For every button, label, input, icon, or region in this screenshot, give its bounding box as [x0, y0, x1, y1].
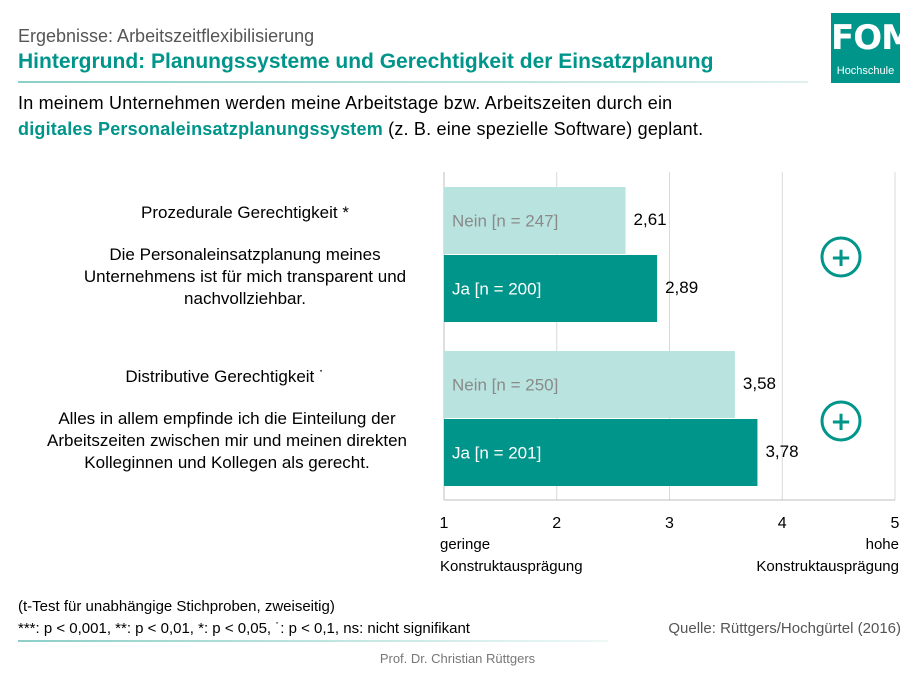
x-tick-label: 4	[778, 515, 787, 532]
x-high-label: Konstruktausprägung	[756, 558, 899, 575]
title-divider	[18, 81, 808, 83]
group-2-desc-line: Arbeitszeiten zwischen mir und meinen di…	[46, 431, 407, 450]
logo-subtext: Hochschule	[836, 65, 895, 77]
author-footer: Prof. Dr. Christian Rüttgers	[379, 651, 536, 666]
group-2-desc-line: Alles in allem empfinde ich die Einteilu…	[58, 409, 396, 428]
x-tick-label: 2	[552, 515, 561, 532]
plus-circle-icon	[820, 400, 862, 442]
bar	[444, 351, 735, 418]
significance-legend: ***: p < 0,001, **: p < 0,01, *: p < 0,0…	[18, 620, 470, 637]
x-tick-label: 1	[440, 515, 449, 532]
question-line-2: digitales Personaleinsatzplanungssystem …	[18, 119, 703, 140]
question-rest: (z. B. eine spezielle Software) geplant.	[382, 119, 704, 139]
bar	[444, 419, 758, 486]
group-1-description: Die Personaleinsatzplanung meines Untern…	[45, 244, 445, 310]
group-1-desc-line: Unternehmens ist für mich transparent un…	[83, 267, 407, 286]
group-2-desc-line: Kolleginnen und Kollegen als gerecht.	[84, 453, 370, 472]
question-highlight: digitales Personaleinsatzplanungssystem	[18, 119, 383, 139]
bar-label: Ja [n = 201]	[452, 444, 541, 463]
x-tick-label: 3	[665, 515, 674, 532]
data-label: 2,89	[665, 278, 698, 297]
x-high-label: hohe	[866, 536, 899, 553]
group-1-title: Prozedurale Gerechtigkeit *	[141, 203, 349, 222]
bar	[444, 187, 626, 254]
bar-label: Nein [n = 250]	[452, 376, 558, 395]
bar	[444, 255, 658, 322]
footer-divider	[18, 640, 608, 642]
question-line-1: In meinem Unternehmen werden meine Arbei…	[18, 93, 673, 113]
data-label: 2,61	[634, 210, 667, 229]
group-1-significance: *	[342, 203, 349, 222]
group-1-desc-line: nachvollziehbar.	[184, 289, 306, 308]
plus-marker: +	[830, 407, 852, 437]
x-low-label: Konstruktausprägung	[440, 558, 583, 575]
data-label: 3,78	[765, 442, 798, 461]
x-tick-label: 5	[891, 515, 900, 532]
header-subtitle: Ergebnisse: Arbeitszeitflexibilisierung	[18, 26, 315, 46]
page-title: Hintergrund: Planungssysteme und Gerecht…	[18, 50, 714, 73]
test-note: (t-Test für unabhängige Stichproben, zwe…	[18, 598, 335, 615]
data-label: 3,58	[743, 374, 776, 393]
group-2-significance: ˙	[319, 367, 325, 386]
source-note: Quelle: Rüttgers/Hochgürtel (2016)	[668, 620, 901, 637]
bar-label: Nein [n = 247]	[452, 212, 558, 231]
bar-label: Ja [n = 200]	[452, 280, 541, 299]
group-1-desc-line: Die Personaleinsatzplanung meines	[109, 245, 381, 264]
x-low-label: geringe	[440, 536, 490, 553]
group-2-title: Distributive Gerechtigkeit ˙	[125, 367, 325, 386]
plus-marker: +	[830, 243, 852, 273]
bar-chart: 1 2 3 4 5 geringe Konstruktausprägung hohe Konst…	[440, 172, 900, 575]
fom-logo: FOM Hochschule	[831, 13, 915, 83]
plus-circle-icon	[820, 236, 862, 278]
group-2-description: Alles in allem empfinde ich die Einteilu…	[27, 408, 427, 474]
